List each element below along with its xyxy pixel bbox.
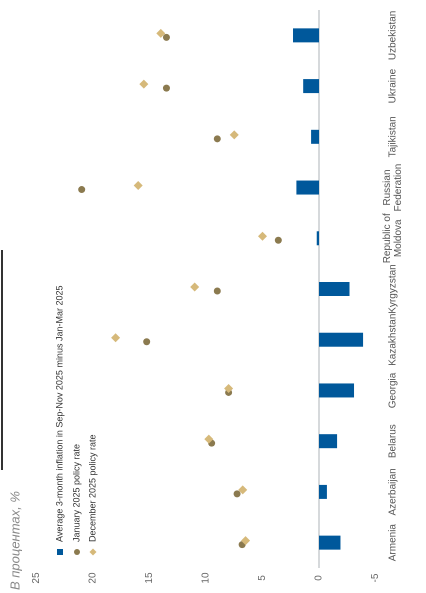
bar-inflation-change: [319, 434, 338, 449]
legend: Average 3-month inflation in Sep-Nov 202…: [54, 286, 97, 556]
point-january-rate: [274, 236, 282, 244]
category-label: Armenia: [388, 524, 399, 562]
bar-inflation-change: [293, 28, 319, 43]
unit-label: В процентах, %: [7, 491, 22, 590]
value-tick-label: 5: [257, 575, 268, 581]
value-tick-label: 15: [144, 572, 155, 584]
category-label: Republic of: [382, 213, 393, 263]
point-january-rate: [162, 33, 170, 41]
category-label: Belarus: [388, 424, 399, 458]
point-december-rate: [241, 536, 251, 546]
point-december-rate: [258, 231, 267, 241]
value-tick-label: 10: [201, 572, 212, 584]
legend-swatch-circle: [74, 549, 80, 555]
point-january-rate: [143, 338, 151, 346]
category-label: Federation: [393, 164, 404, 212]
point-december-rate: [190, 282, 200, 292]
legend-swatch-bar: [57, 549, 63, 555]
bar-inflation-change: [316, 231, 319, 246]
category-label: Moldova: [393, 219, 404, 257]
value-tick-label: 0: [314, 575, 325, 581]
bar-inflation-change: [319, 282, 350, 296]
legend-inflation-label: Average 3-month inflation in Sep-Nov 202…: [54, 286, 64, 542]
plot-area: 25 20 15 10 5 0 -5 Armenia Azerbaijan Belarus Geor…: [31, 10, 404, 584]
point-december-rate: [156, 28, 166, 38]
point-december-rate: [229, 130, 239, 140]
category-label: Azerbaijan: [388, 468, 399, 515]
value-tick-label: 25: [31, 572, 42, 584]
unit-label-group: В процентах, %: [1, 250, 22, 590]
point-december-rate: [111, 333, 121, 343]
category-label: Uzbekistan: [388, 11, 399, 60]
point-january-rate: [162, 84, 170, 92]
bar-inflation-change: [319, 332, 364, 347]
legend-january-label: January 2025 policy rate: [71, 444, 81, 542]
point-december-rate: [238, 485, 248, 495]
legend-december-label: December 2025 policy rate: [87, 434, 97, 542]
bar-inflation-change: [303, 79, 319, 94]
bar-inflation-change: [296, 180, 319, 195]
point-december-rate: [224, 383, 234, 393]
category-label: Kazakhstan: [388, 314, 399, 366]
point-january-rate: [233, 490, 241, 498]
point-january-rate: [213, 135, 221, 143]
bar-inflation-change: [319, 535, 341, 550]
point-december-rate: [139, 79, 149, 89]
value-tick-label: 20: [88, 572, 99, 584]
point-december-rate: [133, 181, 143, 191]
category-label: Georgia: [388, 372, 399, 408]
point-december-rate: [204, 434, 214, 444]
category-label: Ukraine: [388, 68, 399, 103]
bar-inflation-change: [311, 129, 319, 144]
category-label: Russian: [382, 169, 393, 205]
point-january-rate: [78, 186, 86, 194]
value-tick-label: -5: [370, 573, 381, 582]
category-label: Kyrgyzstan: [388, 264, 399, 313]
point-january-rate: [213, 287, 221, 295]
category-label: Tajikistan: [388, 116, 399, 157]
bar-inflation-change: [319, 484, 327, 499]
bar-inflation-change: [319, 383, 355, 398]
legend-swatch-diamond: [89, 548, 97, 556]
